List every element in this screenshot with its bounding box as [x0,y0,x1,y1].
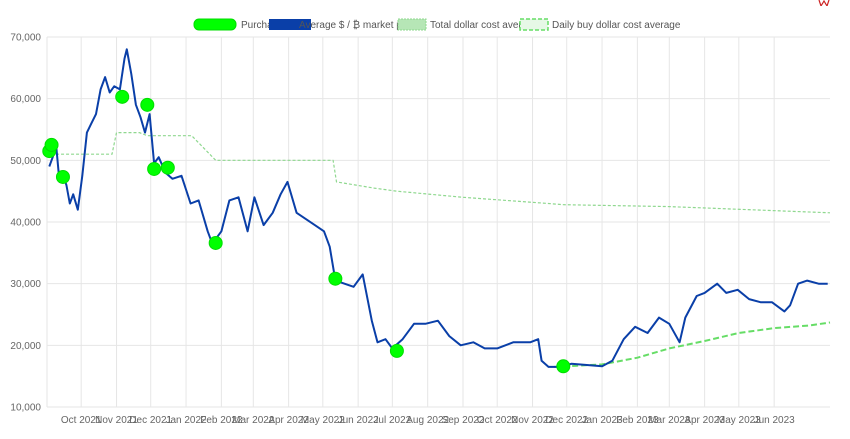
y-tick-label: 40,000 [10,218,41,229]
x-tick-label: Dec 2022 [545,415,588,426]
x-tick-label: May 2023 [717,415,761,426]
series-line-daily-dca [554,321,831,368]
legend-swatch-total-dca [397,18,427,31]
legend-swatch-purchases [193,18,237,31]
legend-swatch-market-price [269,19,311,30]
y-tick-label: 20,000 [10,341,41,352]
y-tick-label: 60,000 [10,94,41,105]
purchase-point[interactable] [328,271,343,286]
purchase-point[interactable] [556,359,571,374]
x-tick-label: Aug 2022 [406,415,449,426]
y-axis-ticks: 10,000 20,000 30,000 40,000 50,000 60,000 70,0… [10,33,41,414]
legend-label-market-price: Average $ / ₿ market price [299,19,418,31]
purchase-point[interactable] [44,137,59,152]
series-line-market-price [48,48,828,368]
legend-label-purchases: Purchases [241,20,288,31]
legend-swatch-daily-dca [519,18,549,31]
x-tick-label: Oct 2022 [477,415,518,426]
series-line-total-dca [46,132,831,214]
corner-mark-icon [818,0,830,6]
x-tick-label: Jul 2022 [373,415,411,426]
legend-item-daily-dca[interactable]: Daily buy dollar cost average [519,18,681,31]
x-tick-label: Jan 2023 [581,415,623,426]
x-tick-label: Feb 2022 [200,415,243,426]
y-tick-label: 10,000 [10,403,41,414]
purchase-point[interactable] [389,343,404,358]
series-lines [46,48,831,368]
purchase-point[interactable] [208,235,223,250]
x-tick-label: Jan 2022 [165,415,207,426]
x-tick-label: Mar 2023 [648,415,691,426]
x-tick-label: Dec 2021 [129,415,172,426]
x-tick-label: Sep 2022 [442,415,485,426]
y-tick-label: 50,000 [10,156,41,167]
purchase-point[interactable] [147,161,162,176]
x-tick-label: Jun 2022 [338,415,380,426]
legend-item-total-dca[interactable]: Total dollar cost average [397,18,539,31]
grid [46,36,830,408]
x-tick-label: Mar 2022 [232,415,275,426]
legend-item-market-price[interactable]: Average $ / ₿ market price [269,19,418,31]
legend-label-daily-dca: Daily buy dollar cost average [552,20,681,31]
x-tick-label: May 2022 [301,415,345,426]
x-tick-label: Oct 2021 [61,415,102,426]
x-tick-label: Nov 2022 [511,415,554,426]
x-tick-label: Apr 2022 [268,415,309,426]
purchase-point[interactable] [115,89,130,104]
legend: Purchases Average $ / ₿ market price Tot… [193,18,681,31]
legend-item-purchases[interactable]: Purchases [193,18,288,31]
y-tick-label: 70,000 [10,33,41,44]
purchase-point[interactable] [160,160,175,175]
x-tick-label: Apr 2023 [684,415,725,426]
y-tick-label: 30,000 [10,279,41,290]
legend-label-total-dca: Total dollar cost average [430,20,539,31]
purchase-point[interactable] [55,169,70,184]
x-tick-label: Nov 2021 [95,415,138,426]
purchase-point[interactable] [140,97,155,112]
x-tick-label: Feb 2023 [616,415,659,426]
purchase-points [42,89,571,374]
x-tick-label: Jun 2023 [754,415,796,426]
